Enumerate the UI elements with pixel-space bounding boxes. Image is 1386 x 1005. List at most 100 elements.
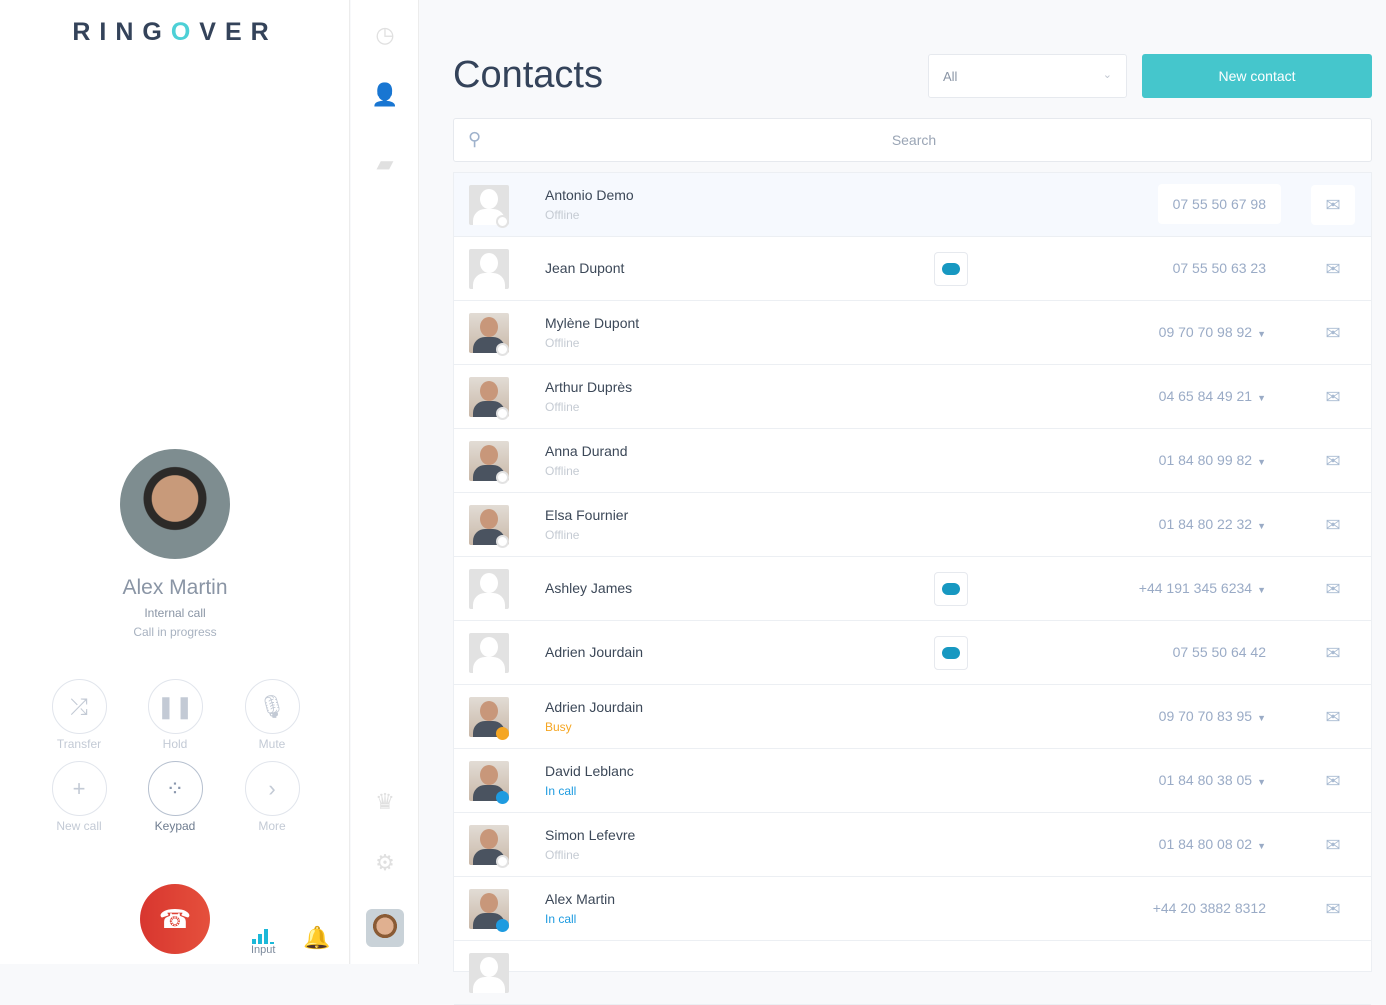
search-bar: ⚲ [453, 118, 1372, 162]
call-panel: RINGOVER Alex Martin Internal call Call … [0, 0, 350, 964]
contact-name: Elsa Fournier [545, 507, 629, 523]
contact-status: Offline [545, 336, 580, 350]
email-icon[interactable]: ✉ [1325, 258, 1341, 279]
contact-row[interactable]: David Leblanc In call 01 84 80 38 05 ▼ ✉ [454, 749, 1371, 813]
shuffle-icon: ⤮ [51, 679, 107, 734]
bell-icon[interactable]: 🔔 [303, 925, 331, 950]
presence-dot [496, 215, 509, 228]
salesforce-cloud-icon [942, 583, 960, 595]
contact-status: Offline [545, 208, 580, 222]
caret-down-icon: ▼ [1257, 777, 1266, 787]
contact-list: Antonio Demo Offline 07 55 50 67 98 ✉ Jean D… [453, 172, 1372, 1005]
contact-avatar [469, 633, 509, 673]
salesforce-button[interactable] [934, 636, 968, 670]
phone-number[interactable]: 01 84 80 22 32 ▼ [1158, 516, 1266, 532]
more-button[interactable]: › More [244, 761, 300, 833]
button-label: Keypad [154, 819, 196, 833]
contact-avatar [469, 953, 509, 993]
email-icon[interactable]: ✉ [1325, 834, 1341, 855]
contact-row[interactable]: Arthur Duprès Offline 04 65 84 49 21 ▼ ✉ [454, 365, 1371, 429]
contact-row[interactable]: Adrien Jourdain Busy 09 70 70 83 95 ▼ ✉ [454, 685, 1371, 749]
email-icon[interactable]: ✉ [1325, 450, 1341, 471]
phone-number[interactable]: +44 191 345 6234 ▼ [1138, 580, 1266, 596]
phone-number[interactable]: 07 55 50 63 23 [1172, 260, 1266, 276]
caret-down-icon: ▼ [1257, 393, 1266, 403]
caret-down-icon: ▼ [1257, 585, 1266, 595]
contact-name: Adrien Jourdain [545, 699, 644, 715]
phone-number[interactable]: 07 55 50 64 42 [1172, 644, 1266, 660]
contact-status: Offline [545, 528, 580, 542]
pause-icon: ❚❚ [147, 679, 203, 734]
email-icon[interactable]: ✉ [1325, 514, 1341, 535]
transfer-button[interactable]: ⤮ Transfer [51, 679, 107, 751]
new-contact-button[interactable]: New contact [1142, 54, 1372, 98]
chevron-down-icon: ⌄ [1102, 69, 1112, 81]
keypad-button[interactable]: ⁘ Keypad [147, 761, 203, 833]
email-icon[interactable]: ✉ [1325, 386, 1341, 407]
phone-number[interactable]: 01 84 80 38 05 ▼ [1158, 772, 1266, 788]
contact-avatar [469, 569, 509, 609]
phone-number[interactable]: 01 84 80 99 82 ▼ [1158, 452, 1266, 468]
chevron-right-icon: › [244, 761, 300, 816]
button-label: Transfer [56, 737, 102, 751]
contact-row[interactable]: Antonio Demo Offline 07 55 50 67 98 ✉ [454, 173, 1371, 237]
phone-hangup-icon: ☎ [158, 903, 192, 934]
contact-row[interactable]: Anna Durand Offline 01 84 80 99 82 ▼ ✉ [454, 429, 1371, 493]
phone-number[interactable]: 04 65 84 49 21 ▼ [1158, 388, 1266, 404]
button-label: New call [56, 819, 102, 833]
mic-off-icon: 🎙 [244, 679, 300, 734]
filter-select[interactable]: All ⌄ [928, 54, 1127, 98]
presence-dot [496, 471, 509, 484]
input-level[interactable]: Input [251, 928, 275, 956]
hold-button[interactable]: ❚❚ Hold [147, 679, 203, 751]
contact-name: Alex Martin [545, 891, 616, 907]
contact-status: Busy [545, 720, 572, 734]
email-icon[interactable]: ✉ [1325, 642, 1341, 663]
email-icon[interactable]: ✉ [1325, 578, 1341, 599]
contact-name: Anna Durand [545, 443, 628, 459]
button-label: Hold [162, 737, 188, 751]
mute-button[interactable]: 🎙 Mute [244, 679, 300, 751]
email-icon[interactable]: ✉ [1325, 898, 1341, 919]
presence-dot [496, 535, 509, 548]
caller-name: Alex Martin [122, 576, 228, 599]
phone-number[interactable]: +44 20 3882 8312 [1152, 900, 1266, 916]
signal-bars-icon [251, 928, 275, 944]
email-icon[interactable]: ✉ [1311, 185, 1355, 225]
input-label: Input [251, 944, 276, 956]
crown-icon[interactable]: ♛ [375, 789, 395, 814]
history-clock-icon[interactable]: ◷ [375, 22, 395, 47]
contact-row[interactable]: Mylène Dupont Offline 09 70 70 98 92 ▼ ✉ [454, 301, 1371, 365]
search-input[interactable] [494, 119, 1334, 161]
caret-down-icon: ▼ [1257, 841, 1266, 851]
contact-status: Offline [545, 848, 580, 862]
user-avatar[interactable] [366, 909, 404, 947]
contact-row[interactable]: Adrien Jourdain 07 55 50 64 42 ✉ [454, 621, 1371, 685]
caret-down-icon: ▼ [1257, 457, 1266, 467]
contact-row[interactable] [454, 941, 1371, 1005]
contact-name: Adrien Jourdain [545, 644, 644, 660]
new-call-button[interactable]: + New call [51, 761, 107, 833]
contacts-person-icon[interactable]: 👤 [371, 82, 399, 107]
contact-name: Jean Dupont [545, 260, 625, 276]
contact-row[interactable]: Jean Dupont 07 55 50 63 23 ✉ [454, 237, 1371, 301]
settings-gear-icon[interactable]: ⚙ [375, 850, 395, 875]
phone-number[interactable]: 07 55 50 67 98 [1157, 184, 1281, 224]
contact-row[interactable]: Ashley James +44 191 345 6234 ▼ ✉ [454, 557, 1371, 621]
salesforce-button[interactable] [934, 252, 968, 286]
phone-number[interactable]: 09 70 70 98 92 ▼ [1158, 324, 1266, 340]
email-icon[interactable]: ✉ [1325, 706, 1341, 727]
caret-down-icon: ▼ [1257, 713, 1266, 723]
hang-up-button[interactable]: ☎ [140, 884, 210, 954]
contact-row[interactable]: Simon Lefevre Offline 01 84 80 08 02 ▼ ✉ [454, 813, 1371, 877]
phone-number[interactable]: 01 84 80 08 02 ▼ [1158, 836, 1266, 852]
email-icon[interactable]: ✉ [1325, 770, 1341, 791]
phone-number[interactable]: 09 70 70 83 95 ▼ [1158, 708, 1266, 724]
chat-bubble-icon[interactable]: ▰ [376, 151, 394, 176]
contact-name: David Leblanc [545, 763, 634, 779]
contact-name: Arthur Duprès [545, 379, 633, 395]
email-icon[interactable]: ✉ [1325, 322, 1341, 343]
salesforce-button[interactable] [934, 572, 968, 606]
contact-row[interactable]: Elsa Fournier Offline 01 84 80 22 32 ▼ ✉ [454, 493, 1371, 557]
contact-row[interactable]: Alex Martin In call +44 20 3882 8312 ✉ [454, 877, 1371, 941]
